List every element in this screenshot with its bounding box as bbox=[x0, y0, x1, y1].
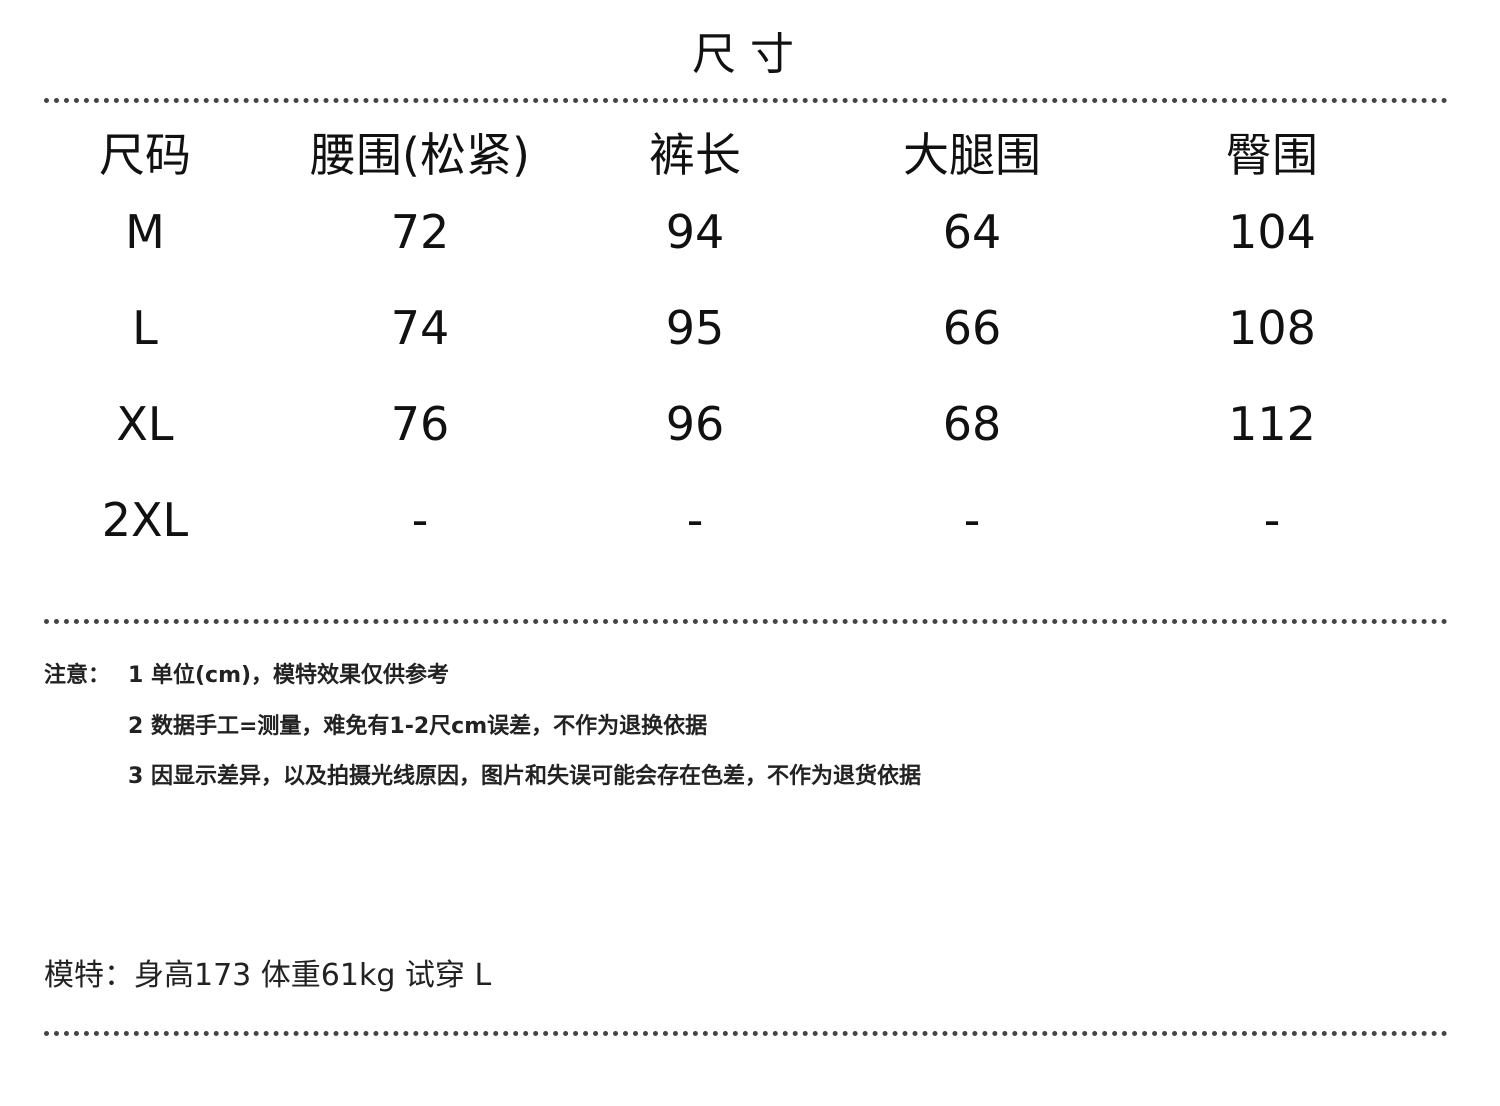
header-cell: 臀围 bbox=[1226, 128, 1318, 182]
table-cell: XL bbox=[116, 397, 174, 451]
table-cell: 64 bbox=[942, 205, 1002, 259]
table-cell: 96 bbox=[665, 397, 725, 451]
dotted-divider bbox=[44, 1031, 1448, 1036]
table-cell: 112 bbox=[1228, 397, 1316, 451]
table-cell: 104 bbox=[1228, 205, 1316, 259]
header-cell: 尺码 bbox=[99, 128, 191, 182]
table-cell: 68 bbox=[942, 397, 1002, 451]
table-cell: 66 bbox=[942, 301, 1002, 355]
table-row: L 74 95 66 108 bbox=[0, 298, 1500, 358]
table-cell: 74 bbox=[390, 301, 450, 355]
table-cell: L bbox=[132, 301, 158, 355]
page-title: 尺寸 bbox=[692, 29, 808, 80]
table-cell: 94 bbox=[665, 205, 725, 259]
header-cell: 大腿围 bbox=[903, 128, 1041, 182]
note-item: 1 单位(cm)，模特效果仅供参考 bbox=[128, 663, 450, 688]
header-cell: 裤长 bbox=[649, 128, 741, 182]
header-cell: 腰围(松紧) bbox=[310, 128, 530, 182]
table-header: 尺码 腰围(松紧) 裤长 大腿围 臀围 bbox=[0, 125, 1500, 185]
note-item: 2 数据手工=测量，难免有1-2尺cm误差，不作为退换依据 bbox=[128, 714, 708, 739]
table-cell: - bbox=[411, 493, 429, 547]
table-cell: 108 bbox=[1228, 301, 1316, 355]
dotted-divider bbox=[44, 619, 1448, 624]
table-cell: 95 bbox=[665, 301, 725, 355]
table-cell: - bbox=[686, 493, 704, 547]
table-cell: - bbox=[1263, 493, 1281, 547]
note-item: 3 因显示差异，以及拍摄光线原因，图片和失误可能会存在色差，不作为退货依据 bbox=[128, 764, 921, 789]
table-cell: - bbox=[963, 493, 981, 547]
notes-label: 注意： bbox=[44, 663, 111, 688]
dotted-divider bbox=[44, 98, 1448, 103]
table-cell: 76 bbox=[390, 397, 450, 451]
table-row: M 72 94 64 104 bbox=[0, 202, 1500, 262]
table-row: 2XL - - - - bbox=[0, 490, 1500, 550]
model-info: 模特：身高173 体重61kg 试穿 L bbox=[44, 958, 492, 993]
table-cell: 2XL bbox=[101, 493, 189, 547]
table-cell: 72 bbox=[390, 205, 450, 259]
table-row: XL 76 96 68 112 bbox=[0, 394, 1500, 454]
table-cell: M bbox=[125, 205, 165, 259]
